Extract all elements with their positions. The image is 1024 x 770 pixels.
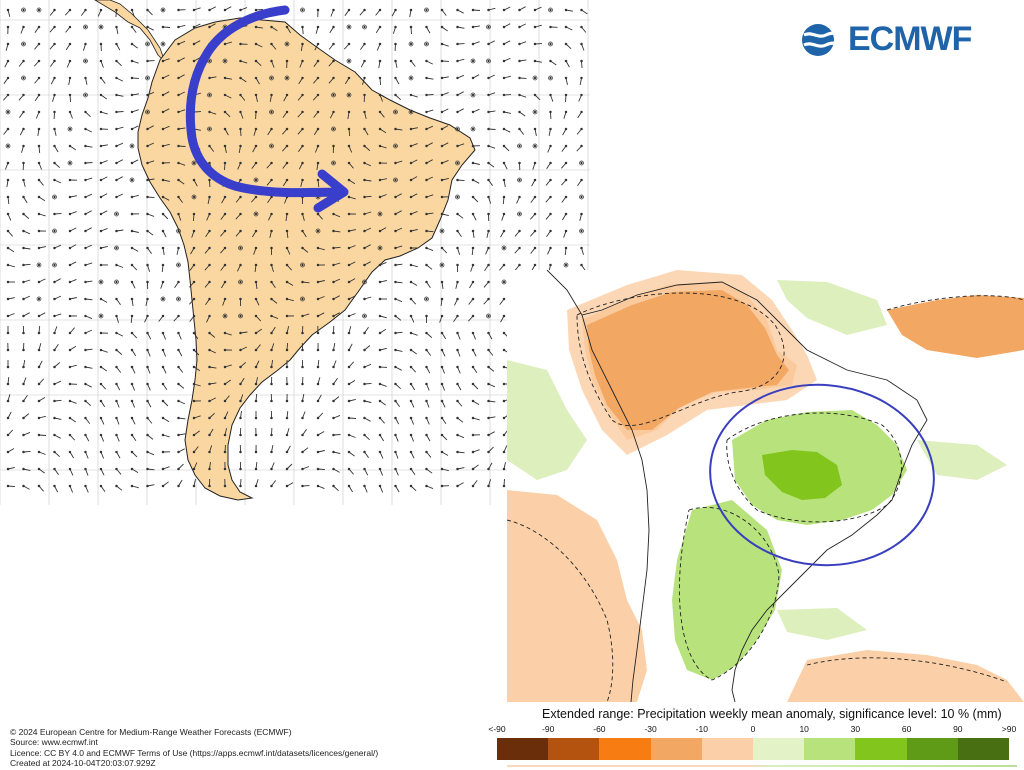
legend-swatch	[599, 738, 651, 760]
credit-copyright: © 2024 European Centre for Medium-Range …	[10, 727, 292, 737]
dry-region-north-core	[587, 290, 789, 430]
dry-region-atlantic	[887, 295, 1024, 358]
flow-arrow	[185, 5, 345, 198]
wet-light-patch-west	[507, 360, 587, 480]
legend-tick-label: -60	[593, 724, 606, 734]
legend-tick-label: -90	[542, 724, 555, 734]
legend-colorbar	[497, 738, 1010, 760]
ecmwf-logo-text: ECMWF	[848, 20, 972, 58]
legend-tick-label: 60	[901, 724, 912, 734]
legend-swatch	[548, 738, 600, 760]
legend-tick-label: 30	[850, 724, 861, 734]
legend-tick-label: 10	[799, 724, 809, 734]
legend-tick-label: <-90	[488, 724, 506, 734]
contour-6	[806, 657, 1008, 683]
ecmwf-logo: ECMWF	[800, 18, 1000, 60]
legend-tick-label: 90	[953, 724, 963, 734]
highlight-ellipse	[709, 383, 935, 567]
legend-title: Extended range: Precipitation weekly mea…	[542, 707, 1002, 721]
contour-3	[576, 292, 785, 426]
contour-2	[679, 507, 780, 681]
legend-tick-label: -30	[644, 724, 657, 734]
legend-swatch	[650, 738, 702, 760]
legend-swatch	[497, 738, 549, 760]
credits: © 2024 European Centre for Medium-Range …	[10, 727, 480, 768]
wet-light-patch-north	[777, 280, 887, 335]
legend-underline	[507, 765, 1017, 767]
credit-created: Created at 2024-10-04T20:03:07.929Z	[10, 757, 156, 768]
contour-1	[726, 412, 902, 523]
legend-swatch	[906, 738, 958, 760]
wind-vector-map	[0, 0, 590, 505]
wet-region-core	[762, 450, 842, 500]
contour-5	[507, 519, 614, 702]
legend-swatch	[957, 738, 1010, 760]
wet-light-patch-south2	[777, 608, 867, 640]
credit-source: Source: www.ecmwf.int	[10, 737, 98, 748]
legend-ticks: <-90 -90 -60 -30 -10 0 10 30 60 90 >90	[488, 724, 1016, 736]
wet-light-patch-ocean	[917, 440, 1007, 480]
legend-tick-label: 0	[750, 724, 756, 734]
ecmwf-logo-icon	[802, 24, 843, 56]
precipitation-anomaly-map	[507, 270, 1024, 702]
legend-tick-label: >90	[1001, 724, 1017, 734]
legend-swatch	[753, 738, 805, 760]
legend-tick-label: -10	[695, 724, 708, 734]
legend-swatch	[701, 738, 754, 760]
coastline-west	[581, 314, 650, 702]
legend-swatch	[804, 738, 856, 760]
dry-light-southeast	[787, 650, 1024, 702]
flow-arrow-head	[313, 169, 349, 213]
credit-licence: Licence: CC BY 4.0 and ECMWF Terms of Us…	[10, 747, 379, 758]
legend-swatch	[855, 738, 907, 760]
contour-4	[886, 295, 1024, 311]
